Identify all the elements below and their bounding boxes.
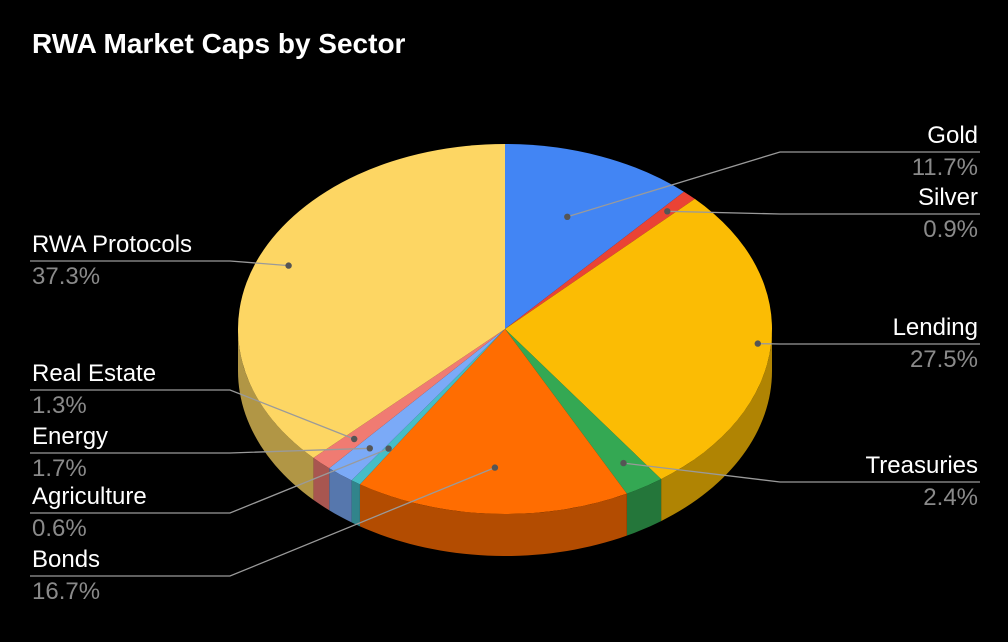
side-real-estate <box>313 457 330 511</box>
leader-dot-agriculture <box>385 445 392 452</box>
value-silver: 0.9% <box>923 216 978 243</box>
value-rwa-protocols: 37.3% <box>32 263 100 290</box>
leader-line-agriculture <box>30 447 389 514</box>
leader-dot-gold <box>564 213 571 220</box>
slice-labels: Gold 11.7% Silver 0.9% Lending 27.5% Treasurie… <box>32 122 978 605</box>
label-bonds: Bonds <box>32 546 100 573</box>
side-agriculture <box>351 480 360 527</box>
leader-line-bonds <box>30 466 496 577</box>
side-lending <box>661 329 772 522</box>
leader-dot-silver <box>664 208 671 215</box>
label-leader-lines <box>30 151 980 577</box>
slice-silver <box>505 191 695 329</box>
label-rwa-protocols: RWA Protocols <box>32 231 192 258</box>
value-real-estate: 1.3% <box>32 392 87 419</box>
slice-energy <box>329 329 505 481</box>
label-real-estate: Real Estate <box>32 360 156 387</box>
leader-line-gold <box>567 151 980 218</box>
leader-line-rwa-protocols <box>30 260 289 267</box>
slice-lending <box>505 198 772 480</box>
leader-dot-bonds <box>491 464 499 471</box>
pie-top-slices <box>238 144 772 515</box>
leader-dot-energy <box>366 445 373 452</box>
label-silver: Silver <box>918 184 978 211</box>
side-bonds <box>359 484 627 556</box>
label-lending: Lending <box>893 314 978 341</box>
label-agriculture: Agriculture <box>32 483 147 510</box>
slice-real-estate <box>313 329 505 469</box>
chart-title: RWA Market Caps by Sector <box>32 28 406 59</box>
slice-agriculture <box>351 329 505 485</box>
value-energy: 1.7% <box>32 455 87 482</box>
label-gold: Gold <box>927 122 978 149</box>
leader-dot-rwa-protocols <box>285 262 292 269</box>
slice-gold <box>505 144 684 329</box>
leader-line-treasuries <box>623 462 980 483</box>
label-energy: Energy <box>32 423 108 450</box>
value-treasuries: 2.4% <box>923 484 978 511</box>
leader-line-silver <box>667 210 980 215</box>
leader-line-energy <box>30 447 370 454</box>
slice-treasuries <box>505 329 662 494</box>
leader-line-real-estate <box>30 389 355 440</box>
side-treasuries <box>626 479 662 536</box>
leader-dot-treasuries <box>620 459 627 467</box>
label-treasuries: Treasuries <box>866 452 978 479</box>
value-lending: 27.5% <box>910 346 978 373</box>
value-gold: 11.7% <box>912 154 978 181</box>
leader-dot-lending <box>754 340 761 347</box>
slice-rwa-protocols <box>238 144 506 458</box>
value-bonds: 16.7% <box>32 578 100 605</box>
side-rwa-protocols <box>238 329 314 500</box>
slice-bonds <box>359 329 627 515</box>
leader-dot-real-estate <box>351 435 358 443</box>
value-agriculture: 0.6% <box>32 515 87 542</box>
side-energy <box>329 468 352 523</box>
pie-side-walls <box>238 329 772 556</box>
